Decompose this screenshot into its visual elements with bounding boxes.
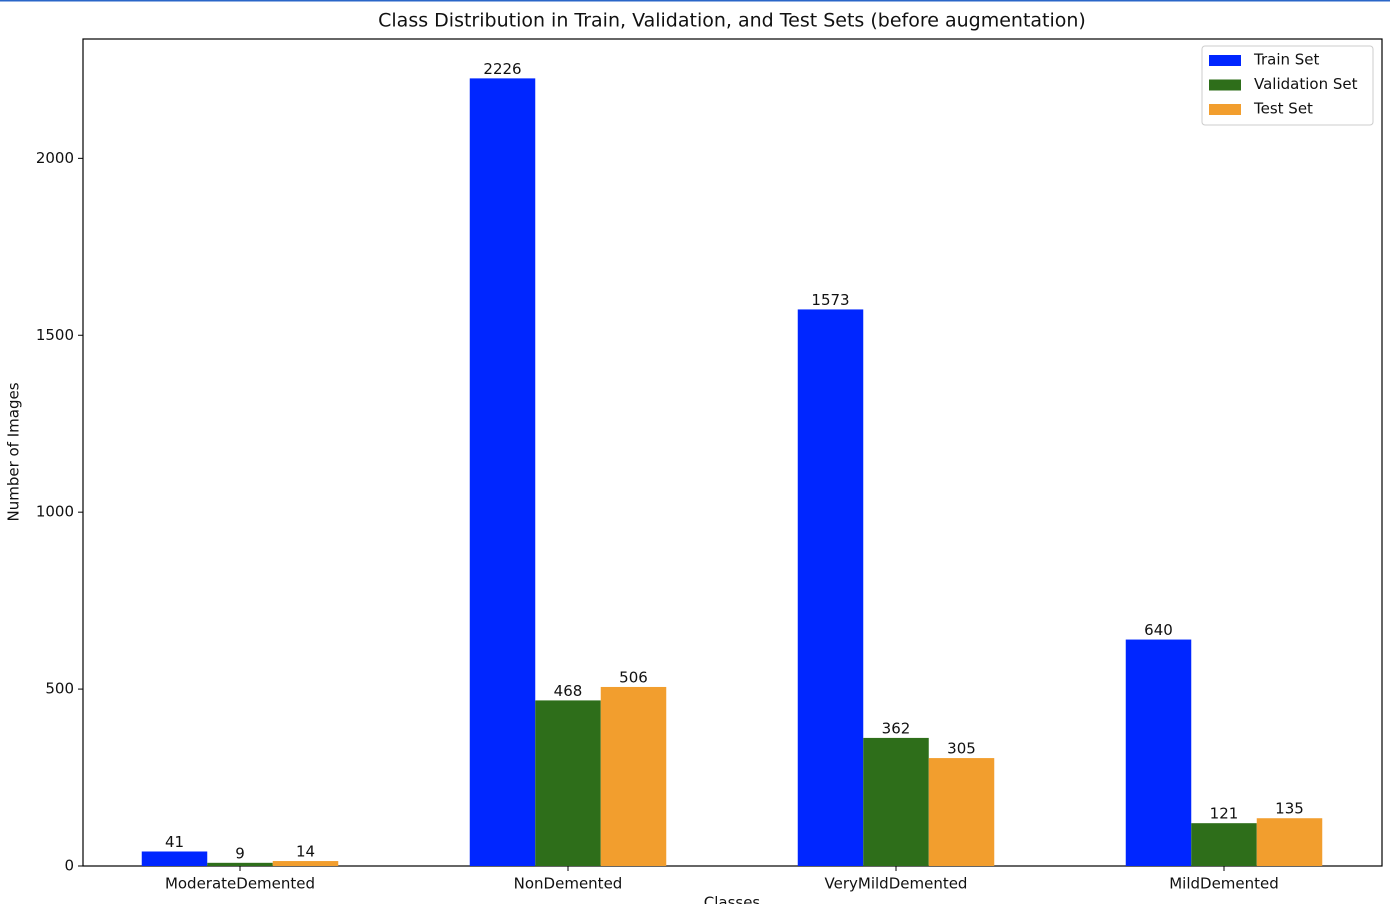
value-label: 121 (1210, 805, 1239, 823)
y-tick-label: 1000 (36, 503, 74, 521)
legend-swatch (1209, 55, 1241, 66)
y-tick-label: 500 (45, 680, 74, 698)
legend-swatch (1209, 104, 1241, 115)
legend-label: Validation Set (1254, 75, 1358, 93)
value-label: 41 (165, 833, 184, 851)
bar (797, 309, 864, 866)
value-label: 135 (1275, 800, 1304, 818)
legend-label: Train Set (1253, 51, 1320, 69)
bar (1256, 818, 1323, 866)
bar (535, 700, 601, 866)
value-label: 468 (554, 682, 583, 700)
bar (141, 851, 208, 866)
x-tick-label: ModerateDemented (165, 875, 315, 893)
value-label: 640 (1144, 621, 1173, 639)
value-label: 1573 (811, 291, 849, 309)
x-tick-label: VeryMildDemented (825, 875, 968, 893)
plot-frame (82, 38, 1383, 867)
value-label: 9 (235, 844, 245, 862)
y-tick-label: 0 (64, 857, 74, 875)
legend-box (1201, 45, 1374, 126)
y-tick-label: 2000 (36, 149, 74, 167)
value-label: 305 (947, 740, 976, 758)
y-axis-label: Number of Images (5, 382, 23, 521)
value-label: 2226 (483, 60, 521, 78)
bar (928, 758, 995, 866)
bar (600, 686, 667, 866)
bar (272, 861, 339, 866)
value-label: 362 (882, 719, 911, 737)
bar (1191, 823, 1257, 866)
x-tick-label: MildDemented (1169, 875, 1279, 893)
x-tick-label: NonDemented (514, 875, 623, 893)
bar (469, 78, 536, 866)
legend-label: Test Set (1253, 100, 1313, 118)
bar (1125, 639, 1192, 866)
value-label: 14 (296, 843, 315, 861)
chart-title: Class Distribution in Train, Validation,… (378, 10, 1086, 32)
bar (863, 737, 929, 866)
bar (207, 862, 273, 866)
y-tick-label: 1500 (36, 326, 74, 344)
value-label: 506 (619, 668, 648, 686)
x-axis-label: Classes (704, 894, 761, 904)
legend-swatch (1209, 79, 1241, 91)
